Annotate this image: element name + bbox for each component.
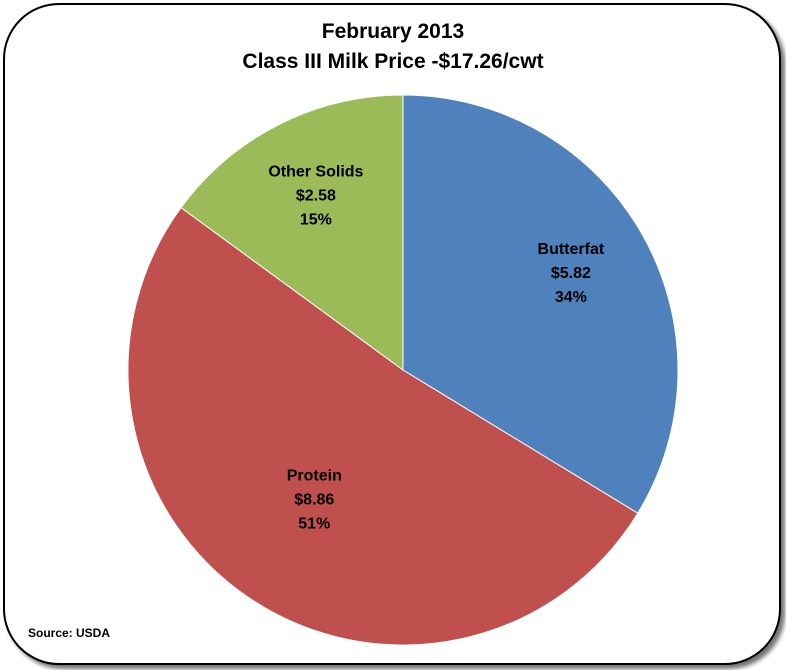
slice-label-butterfat: Butterfat $5.82 34% — [538, 241, 605, 306]
pie-slice-butterfat — [402, 94, 679, 514]
slice-label-other-solids: Other Solids $2.58 15% — [268, 163, 363, 228]
chart-title: February 2013 — [321, 20, 465, 43]
source-note: Source: USDA — [28, 626, 111, 640]
chart-subtitle: Class III Milk Price -$17.26/cwt — [242, 50, 544, 73]
pie-slice-other-solids — [180, 94, 404, 371]
slice-label-protein: Protein $8.86 51% — [287, 468, 342, 533]
pie-slice-protein — [127, 206, 639, 646]
